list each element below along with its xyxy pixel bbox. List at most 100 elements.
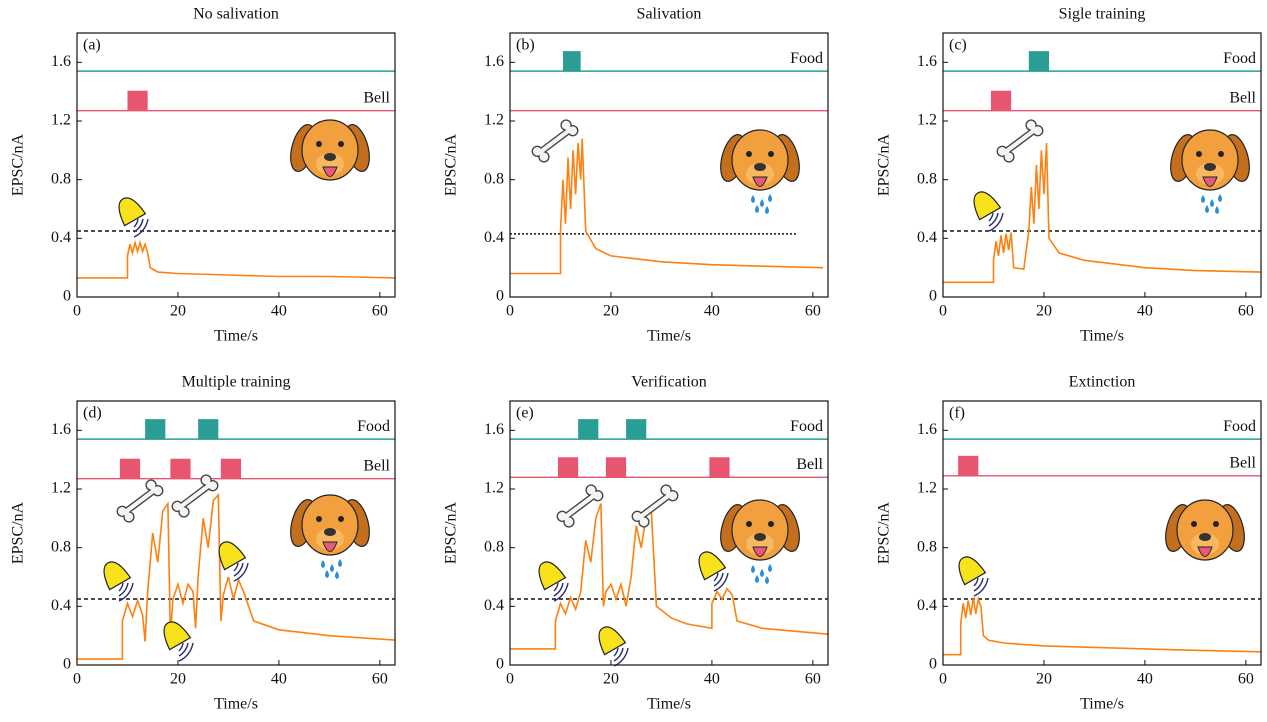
panel-label: (c) (949, 37, 967, 54)
y-tick-label: 0.4 (484, 229, 504, 246)
y-tick-label: 0.4 (51, 229, 71, 246)
stimulus-label: Bell (1229, 89, 1256, 106)
bell-icon (218, 541, 247, 571)
epsc-trace (510, 138, 824, 275)
bell-wave (233, 562, 239, 572)
bell-wave (973, 577, 984, 592)
dog-eye (1218, 151, 1224, 157)
dog-nose (1204, 163, 1216, 171)
stimulus-pulse (605, 457, 627, 478)
panel-title: Sigle training (1059, 6, 1146, 23)
saliva-drop (321, 560, 325, 568)
panel: Verification Time/s EPSC/nA 0 20 40 60 0 0.4 0.8 1… (443, 374, 829, 713)
bell-wave (233, 562, 244, 577)
stimulus-pulse (170, 458, 191, 479)
panel-title: Multiple training (182, 374, 291, 391)
bell-wave (133, 218, 139, 228)
stimulus-pulse (709, 457, 730, 478)
x-tick-label: 40 (704, 303, 720, 320)
panel: No salivation Time/s EPSC/nA 0 20 40 60 0 0.4 0.8… (10, 6, 396, 345)
dog-nose (754, 163, 766, 171)
saliva-drop (751, 195, 755, 203)
y-tick-label: 1.6 (51, 421, 71, 438)
bell-wave (988, 212, 1004, 232)
y-tick-label: 1.6 (484, 421, 504, 438)
epsc-trace (77, 492, 396, 660)
bell-wave (553, 582, 569, 602)
panel-title: Extinction (1069, 374, 1136, 391)
x-tick-label: 0 (73, 671, 81, 688)
stimulus-pulse (578, 419, 599, 440)
bell-icon (538, 561, 567, 591)
dog-nose (1199, 533, 1211, 541)
dog-tongue (1202, 176, 1218, 187)
epsc-trace (943, 142, 1262, 284)
y-tick-label: 1.2 (484, 112, 504, 129)
dog-eye (746, 151, 752, 157)
panel-label: (a) (83, 37, 101, 54)
bell-wave (118, 582, 129, 597)
saliva-drop (330, 564, 334, 572)
y-axis-label: EPSC/nA (876, 501, 893, 564)
stimulus-pulse (557, 457, 579, 478)
panel: Salivation Time/s EPSC/nA 0 20 40 60 0 0.4 0.8 1.2… (443, 6, 829, 345)
y-tick-label: 0.8 (51, 170, 71, 187)
saliva-drop (338, 559, 342, 567)
bell-icon (163, 621, 192, 651)
dog-nose (324, 528, 336, 536)
x-tick-label: 40 (704, 671, 720, 688)
panel-title: Verification (631, 374, 707, 391)
plot-frame (942, 400, 1262, 666)
panel-label: (e) (516, 405, 534, 422)
x-tick-label: 0 (506, 671, 514, 688)
y-axis-label: EPSC/nA (876, 133, 893, 196)
saliva-drop (751, 565, 755, 573)
bell-icon (698, 551, 727, 581)
bone-icon (996, 119, 1044, 163)
saliva-drop (335, 571, 339, 579)
x-axis-label: Time/s (1080, 328, 1124, 345)
plot-frame (509, 400, 829, 666)
bell-wave (713, 572, 724, 587)
dog-muzzle (316, 153, 344, 175)
y-tick-label: 0.8 (484, 538, 504, 555)
dog-head (301, 494, 359, 556)
plot-frame (76, 32, 396, 298)
bell-icon (103, 561, 132, 591)
stimulus-label: Food (1223, 50, 1256, 67)
dog-eye (746, 521, 752, 527)
dog-eye (316, 516, 322, 522)
panel: Extinction Time/s EPSC/nA 0 20 40 60 0 0.4 0.8 1.2… (876, 374, 1262, 713)
y-tick-label: 1.2 (917, 112, 937, 129)
epsc-trace (510, 503, 829, 650)
saliva-drop (1218, 194, 1222, 202)
y-axis-label: EPSC/nA (10, 501, 27, 564)
bell-wave (973, 577, 989, 597)
x-tick-label: 60 (1238, 671, 1254, 688)
x-tick-label: 40 (271, 671, 287, 688)
x-tick-label: 20 (170, 303, 186, 320)
y-tick-label: 0.8 (917, 170, 937, 187)
y-tick-label: 1.2 (917, 480, 937, 497)
dog-eye (1213, 521, 1219, 527)
stimulus-pulse (119, 458, 141, 479)
saliva-drop (1210, 199, 1214, 207)
stimulus-pulse (198, 419, 219, 440)
x-tick-label: 20 (1036, 303, 1052, 320)
dog-tongue (322, 541, 338, 552)
y-tick-label: 0 (929, 656, 937, 673)
dog-muzzle (746, 163, 774, 185)
bell-wave (133, 218, 149, 238)
bell-wave (553, 582, 564, 597)
bell-wave (178, 642, 184, 652)
y-tick-label: 0 (929, 288, 937, 305)
dog-nose (324, 153, 336, 161)
y-tick-label: 0.4 (51, 597, 71, 614)
x-tick-label: 60 (805, 303, 821, 320)
x-tick-label: 60 (1238, 303, 1254, 320)
dog-eye (1196, 151, 1202, 157)
x-axis-label: Time/s (214, 696, 258, 713)
plot-frame (76, 400, 396, 666)
epsc-trace (77, 239, 396, 279)
